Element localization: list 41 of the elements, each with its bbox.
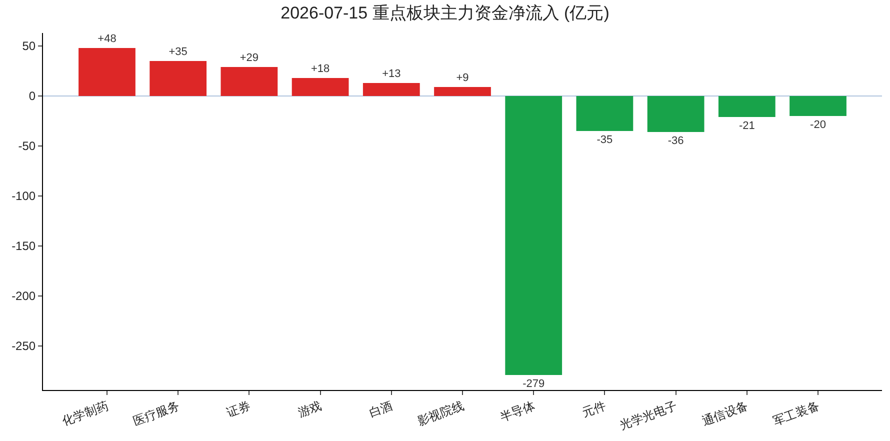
x-tick-label: 光学光电子 xyxy=(618,398,679,432)
x-tick-label: 游戏 xyxy=(296,398,324,420)
x-tick-label: 医疗服务 xyxy=(131,398,182,428)
data-label: +29 xyxy=(240,52,259,64)
x-tick-label: 化学制药 xyxy=(60,398,110,428)
x-tick-label: 军工装备 xyxy=(771,398,822,428)
y-tick-label: -100 xyxy=(12,189,36,204)
bar xyxy=(576,96,634,131)
bar xyxy=(220,67,278,96)
x-tick-label: 证券 xyxy=(224,398,252,420)
bar xyxy=(292,78,349,96)
y-tick-label: 0 xyxy=(28,89,36,104)
data-label: -35 xyxy=(596,134,613,146)
bar xyxy=(434,87,491,96)
x-tick-label: 影视院线 xyxy=(416,398,466,428)
data-label: +13 xyxy=(382,68,401,80)
y-tick-label: 50 xyxy=(22,39,36,54)
bar xyxy=(647,96,704,132)
data-label: +48 xyxy=(98,33,116,45)
data-label: -36 xyxy=(668,135,684,147)
data-label: -21 xyxy=(738,120,755,132)
bar xyxy=(78,48,136,96)
bar xyxy=(790,96,846,116)
bar xyxy=(150,61,207,96)
x-tick-label: 白酒 xyxy=(367,398,394,420)
chart-title: 2026-07-15 重点板块主力资金净流入 (亿元) xyxy=(280,4,610,23)
bar xyxy=(362,83,420,96)
x-tick-label: 元件 xyxy=(580,398,608,420)
data-label: +9 xyxy=(456,72,469,84)
y-tick-label: -200 xyxy=(12,289,36,304)
y-tick-label: -150 xyxy=(12,239,36,254)
bar xyxy=(718,96,776,117)
bar xyxy=(505,96,562,375)
data-label: +18 xyxy=(310,63,330,75)
y-tick-label: -250 xyxy=(12,339,36,354)
y-tick-label: -50 xyxy=(18,139,36,154)
x-tick-label: 通信设备 xyxy=(700,398,750,428)
data-label: -279 xyxy=(522,378,545,390)
x-tick-label: 半导体 xyxy=(498,398,537,424)
data-label: -20 xyxy=(810,119,826,131)
data-label: +35 xyxy=(168,46,188,58)
